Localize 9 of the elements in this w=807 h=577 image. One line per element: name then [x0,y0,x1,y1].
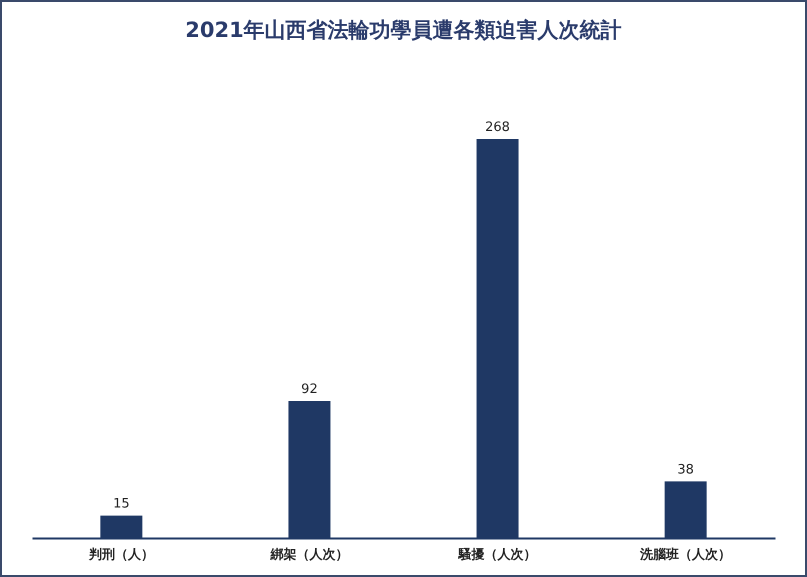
x-tick-label: 綁架（人次） [269,546,348,562]
x-tick-label: 洗腦班（人次） [639,548,732,562]
data-label: 15 [113,496,130,512]
data-label: 92 [301,382,318,398]
x-tick-label: 騷擾（人次） [458,548,537,562]
data-label: 38 [677,462,694,478]
x-tick-label: 判刑（人） [88,548,154,562]
chart-title: 2021年山西省法輪功學員遭各類迫害人次統計 [185,18,622,42]
data-label: 268 [485,120,510,135]
